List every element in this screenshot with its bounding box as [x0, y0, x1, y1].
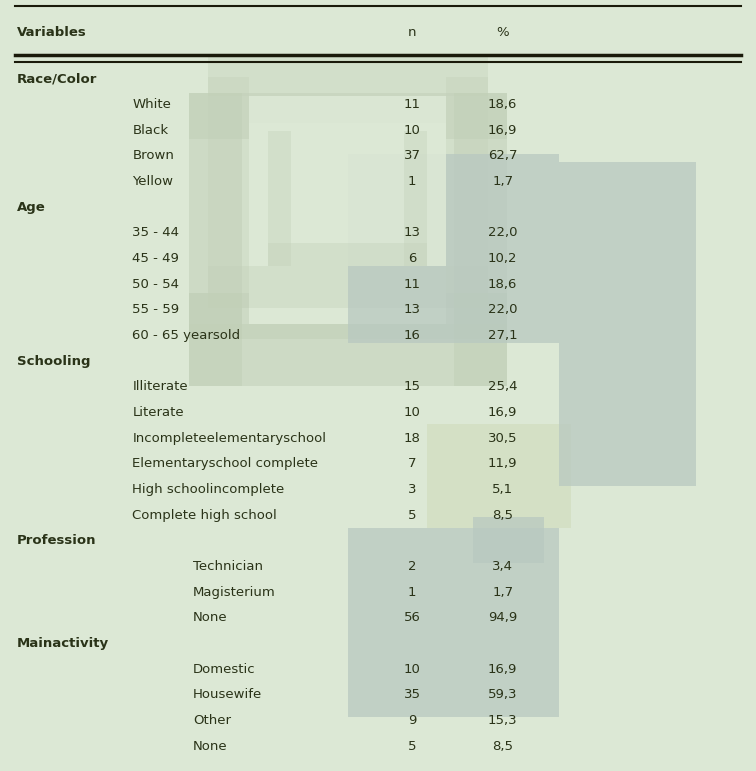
- Bar: [348, 528, 559, 717]
- Text: 5,1: 5,1: [492, 483, 513, 496]
- Bar: [268, 243, 427, 266]
- Bar: [454, 293, 507, 386]
- Bar: [208, 266, 488, 308]
- Text: 35 - 44: 35 - 44: [132, 227, 179, 239]
- Text: 55 - 59: 55 - 59: [132, 303, 179, 316]
- Text: 8,5: 8,5: [492, 739, 513, 752]
- Text: Yellow: Yellow: [132, 175, 173, 188]
- Text: Literate: Literate: [132, 406, 184, 419]
- Text: 59,3: 59,3: [488, 689, 518, 702]
- Bar: [249, 123, 446, 324]
- Text: 18: 18: [404, 432, 420, 445]
- Text: 15,3: 15,3: [488, 714, 518, 727]
- Text: 5: 5: [407, 739, 417, 752]
- Text: 10: 10: [404, 123, 420, 136]
- Text: 9: 9: [407, 714, 417, 727]
- Text: Mainactivity: Mainactivity: [17, 637, 109, 650]
- Text: 1: 1: [407, 175, 417, 188]
- Bar: [189, 293, 242, 386]
- Text: 11: 11: [404, 98, 420, 111]
- Text: %: %: [497, 25, 509, 39]
- Bar: [472, 517, 544, 563]
- Text: 1,7: 1,7: [492, 586, 513, 598]
- Text: 3: 3: [407, 483, 417, 496]
- Text: Brown: Brown: [132, 150, 174, 163]
- Bar: [189, 324, 507, 386]
- Text: 1: 1: [407, 586, 417, 598]
- Bar: [559, 162, 696, 486]
- Bar: [189, 93, 242, 339]
- Text: 3,4: 3,4: [492, 560, 513, 573]
- Text: Age: Age: [17, 200, 45, 214]
- Text: 16,9: 16,9: [488, 123, 517, 136]
- Text: 11,9: 11,9: [488, 457, 518, 470]
- Text: 1,7: 1,7: [492, 175, 513, 188]
- Bar: [446, 77, 488, 308]
- Text: 56: 56: [404, 611, 420, 625]
- Bar: [249, 96, 446, 266]
- Text: None: None: [193, 611, 228, 625]
- Text: 11: 11: [404, 278, 420, 291]
- Text: 16,9: 16,9: [488, 662, 517, 675]
- Text: 13: 13: [404, 227, 420, 239]
- Text: 50 - 54: 50 - 54: [132, 278, 179, 291]
- Text: 18,6: 18,6: [488, 278, 517, 291]
- Text: None: None: [193, 739, 228, 752]
- Text: 8,5: 8,5: [492, 509, 513, 522]
- Text: 30,5: 30,5: [488, 432, 518, 445]
- Text: 62,7: 62,7: [488, 150, 518, 163]
- Text: 6: 6: [407, 252, 417, 265]
- Text: 10: 10: [404, 662, 420, 675]
- Bar: [404, 131, 427, 266]
- Text: Domestic: Domestic: [193, 662, 256, 675]
- Text: 13: 13: [404, 303, 420, 316]
- Text: 7: 7: [407, 457, 417, 470]
- Text: White: White: [132, 98, 171, 111]
- Text: High schoolincomplete: High schoolincomplete: [132, 483, 284, 496]
- Text: Black: Black: [132, 123, 169, 136]
- Text: Illiterate: Illiterate: [132, 380, 188, 393]
- Text: 10,2: 10,2: [488, 252, 518, 265]
- Bar: [454, 93, 507, 339]
- Text: 10: 10: [404, 406, 420, 419]
- Text: 22,0: 22,0: [488, 227, 518, 239]
- Text: 5: 5: [407, 509, 417, 522]
- Text: Housewife: Housewife: [193, 689, 262, 702]
- Text: Variables: Variables: [17, 25, 86, 39]
- Text: 22,0: 22,0: [488, 303, 518, 316]
- Bar: [189, 293, 507, 339]
- Bar: [208, 54, 488, 96]
- Bar: [268, 131, 291, 266]
- Text: Magisterium: Magisterium: [193, 586, 275, 598]
- Text: 37: 37: [404, 150, 420, 163]
- Text: Race/Color: Race/Color: [17, 72, 97, 86]
- Text: n: n: [407, 25, 417, 39]
- Text: 18,6: 18,6: [488, 98, 517, 111]
- Text: Other: Other: [193, 714, 231, 727]
- Bar: [348, 154, 559, 343]
- Text: 60 - 65 yearsold: 60 - 65 yearsold: [132, 329, 240, 342]
- Text: 35: 35: [404, 689, 420, 702]
- Bar: [208, 77, 249, 308]
- Text: 16: 16: [404, 329, 420, 342]
- Text: Schooling: Schooling: [17, 355, 90, 368]
- Text: Elementaryschool complete: Elementaryschool complete: [132, 457, 318, 470]
- Text: Incompleteelementaryschool: Incompleteelementaryschool: [132, 432, 327, 445]
- Text: 16,9: 16,9: [488, 406, 517, 419]
- Bar: [427, 424, 571, 528]
- Text: 25,4: 25,4: [488, 380, 518, 393]
- Text: 15: 15: [404, 380, 420, 393]
- Text: Technician: Technician: [193, 560, 263, 573]
- Bar: [189, 93, 507, 139]
- Text: 2: 2: [407, 560, 417, 573]
- Text: Profession: Profession: [17, 534, 96, 547]
- Text: 94,9: 94,9: [488, 611, 517, 625]
- Text: 27,1: 27,1: [488, 329, 518, 342]
- Text: 45 - 49: 45 - 49: [132, 252, 179, 265]
- Text: Complete high school: Complete high school: [132, 509, 277, 522]
